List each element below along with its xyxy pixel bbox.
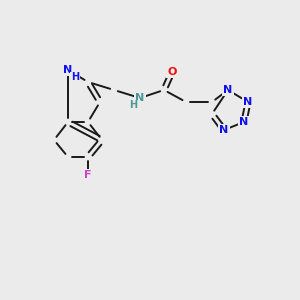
Text: H: H — [129, 100, 137, 110]
Text: N: N — [243, 97, 253, 107]
Text: N: N — [135, 93, 145, 103]
Text: N: N — [219, 125, 229, 135]
Text: F: F — [84, 170, 92, 180]
Text: N: N — [239, 117, 249, 127]
Text: H: H — [71, 72, 79, 82]
Text: N: N — [63, 65, 73, 75]
Text: O: O — [167, 67, 177, 77]
Text: N: N — [224, 85, 232, 95]
